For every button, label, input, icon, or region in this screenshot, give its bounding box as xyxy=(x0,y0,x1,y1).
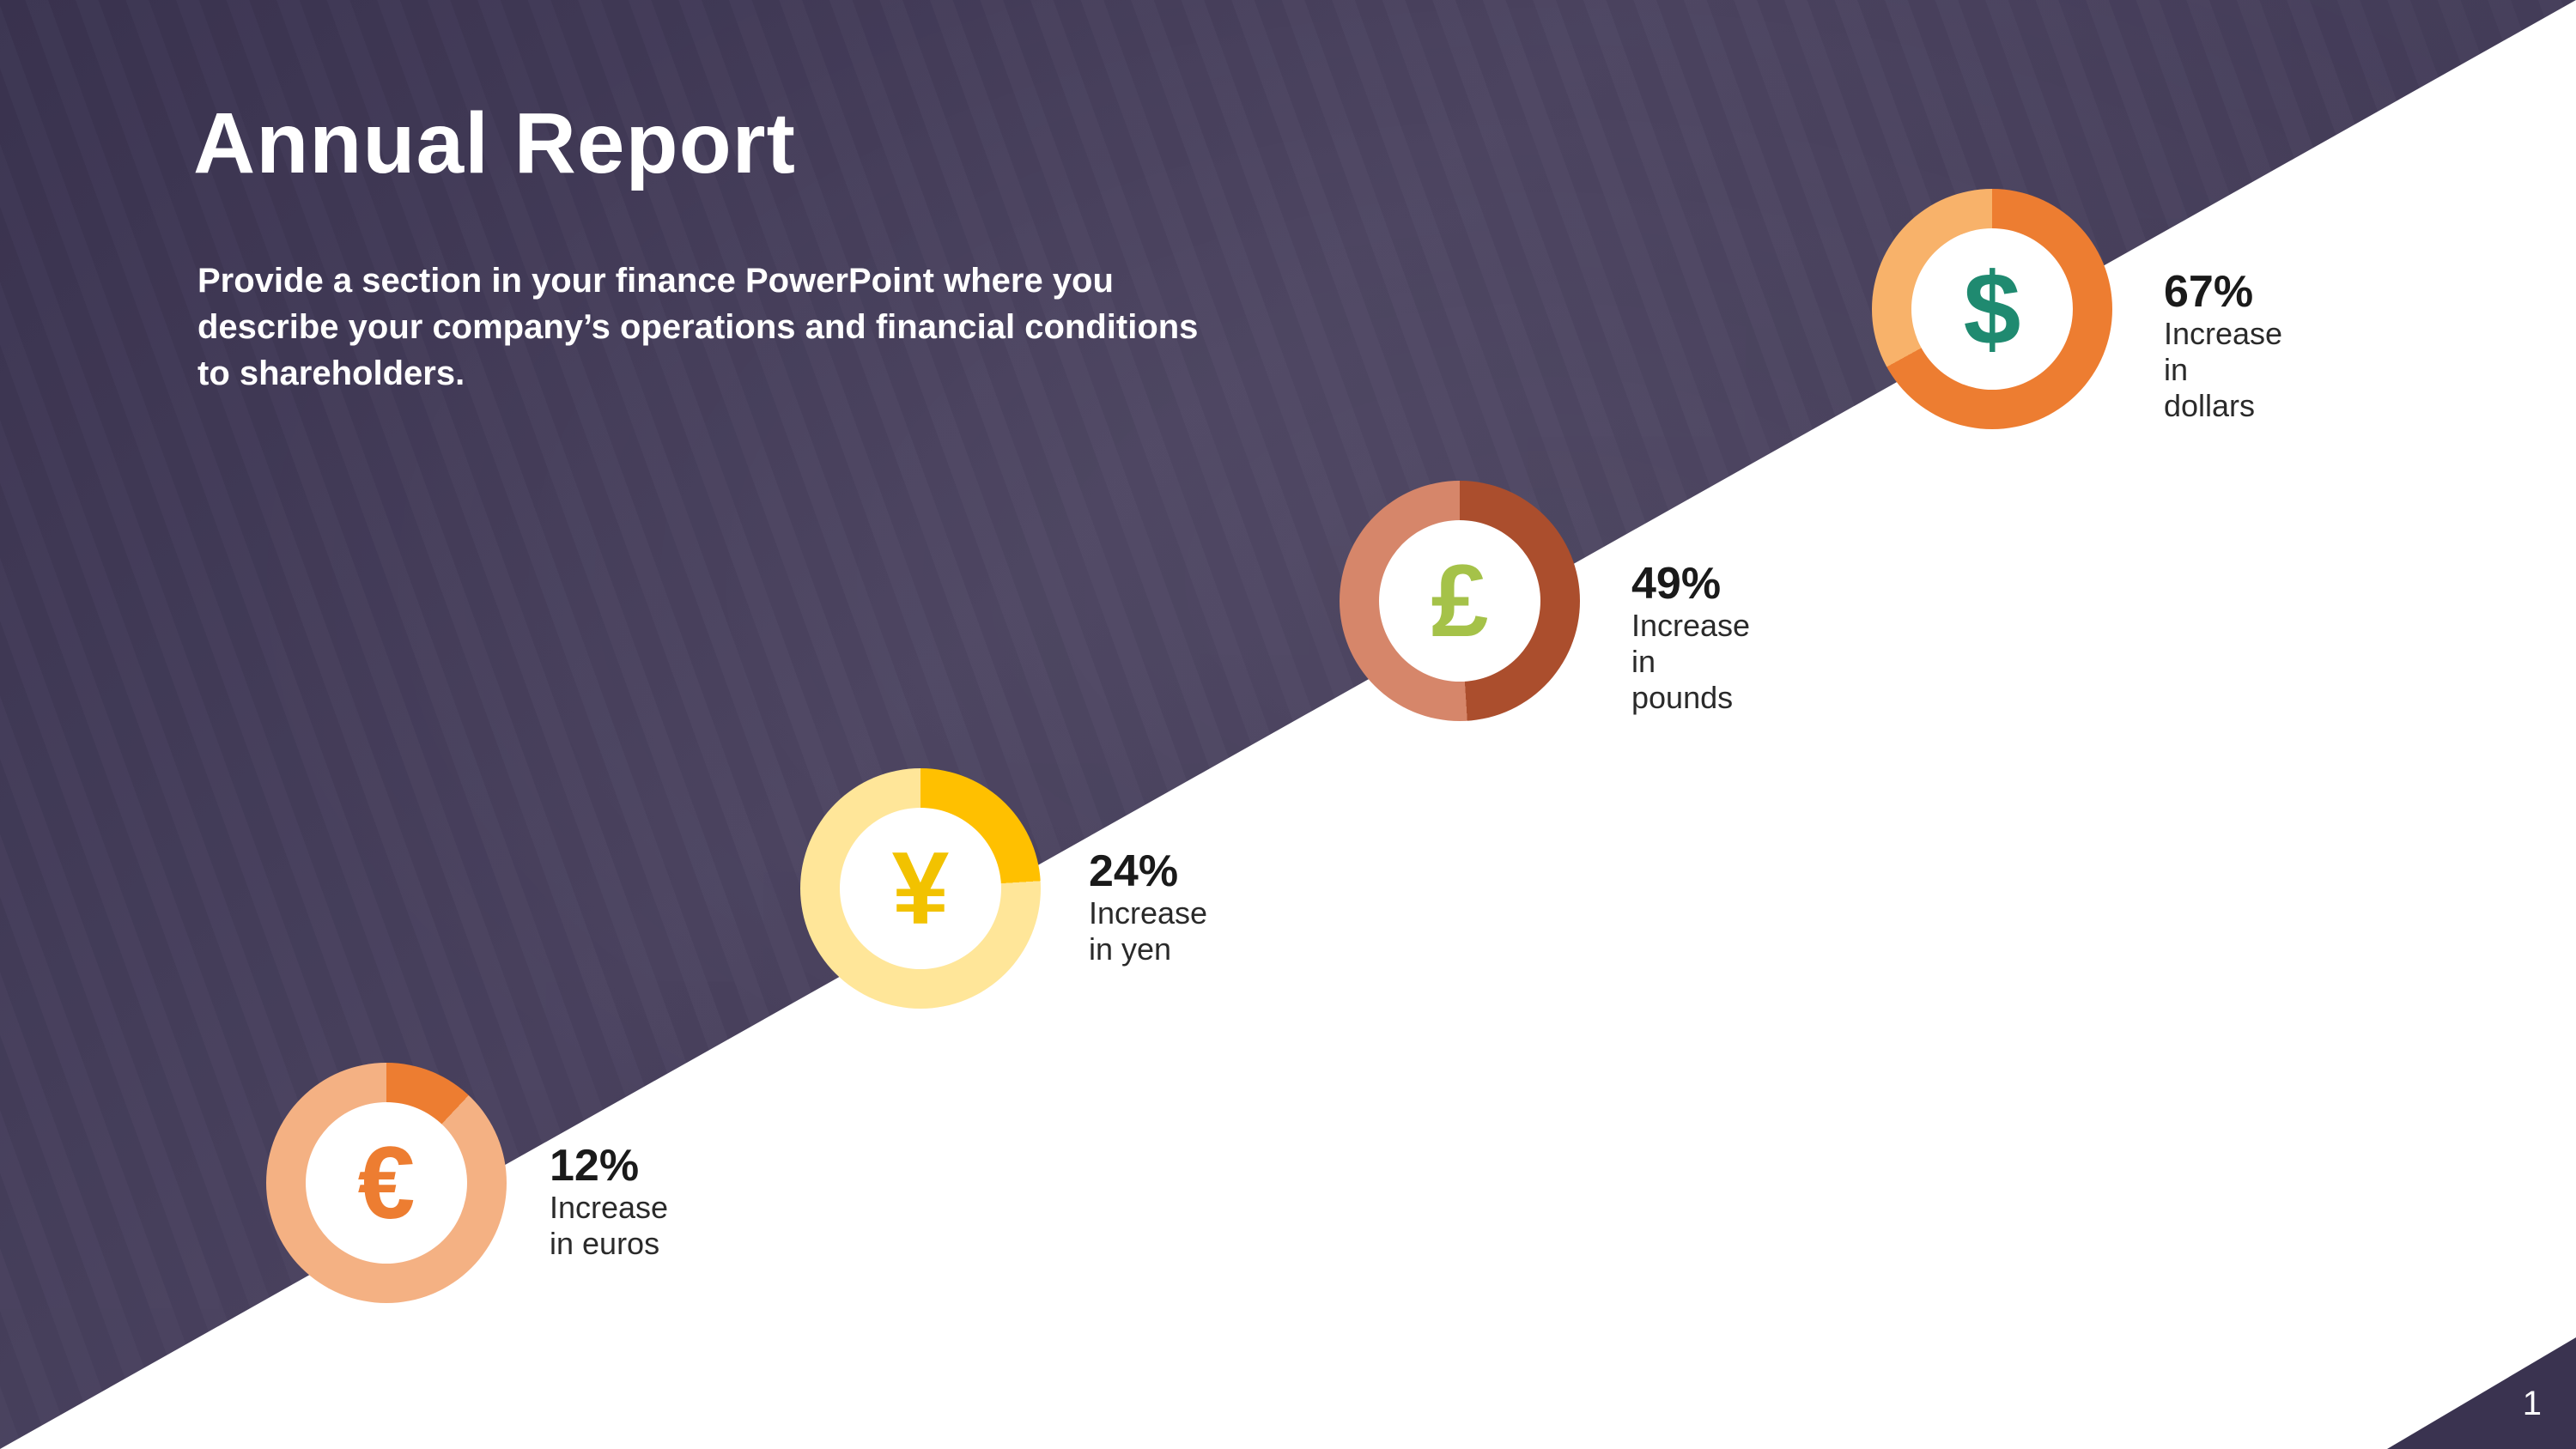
yen-percent-label: 24% xyxy=(1089,846,1178,897)
page-number: 1 xyxy=(2523,1385,2542,1423)
pound-ring: £ xyxy=(1340,481,1580,721)
pound-percent-label: 49% xyxy=(1631,558,1721,609)
euro-sub-label: Increase in euros xyxy=(550,1190,668,1262)
slide: Annual Report Provide a section in your … xyxy=(0,0,2576,1449)
dollar-percent-label: 67% xyxy=(2164,266,2253,318)
pound-ring-inner: £ xyxy=(1379,520,1540,682)
euro-ring-inner: € xyxy=(306,1102,467,1264)
dollar-ring: $ xyxy=(1872,189,2112,429)
dollar-currency-icon: $ xyxy=(1964,250,2021,368)
yen-ring: ¥ xyxy=(800,768,1041,1009)
euro-percent-label: 12% xyxy=(550,1140,639,1191)
yen-currency-icon: ¥ xyxy=(892,829,950,948)
pound-currency-icon: £ xyxy=(1431,542,1489,660)
pound-sub-label: Increase in pounds xyxy=(1631,608,1750,716)
dollar-sub-label: Increase in dollars xyxy=(2164,316,2282,424)
bottom-right-corner xyxy=(2387,1337,2576,1449)
slide-title: Annual Report xyxy=(193,94,796,193)
yen-ring-inner: ¥ xyxy=(840,808,1001,969)
yen-sub-label: Increase in yen xyxy=(1089,895,1207,967)
euro-currency-icon: € xyxy=(358,1124,416,1242)
dollar-ring-inner: $ xyxy=(1911,228,2073,390)
euro-ring: € xyxy=(266,1063,507,1303)
slide-subtitle: Provide a section in your finance PowerP… xyxy=(197,258,1228,397)
